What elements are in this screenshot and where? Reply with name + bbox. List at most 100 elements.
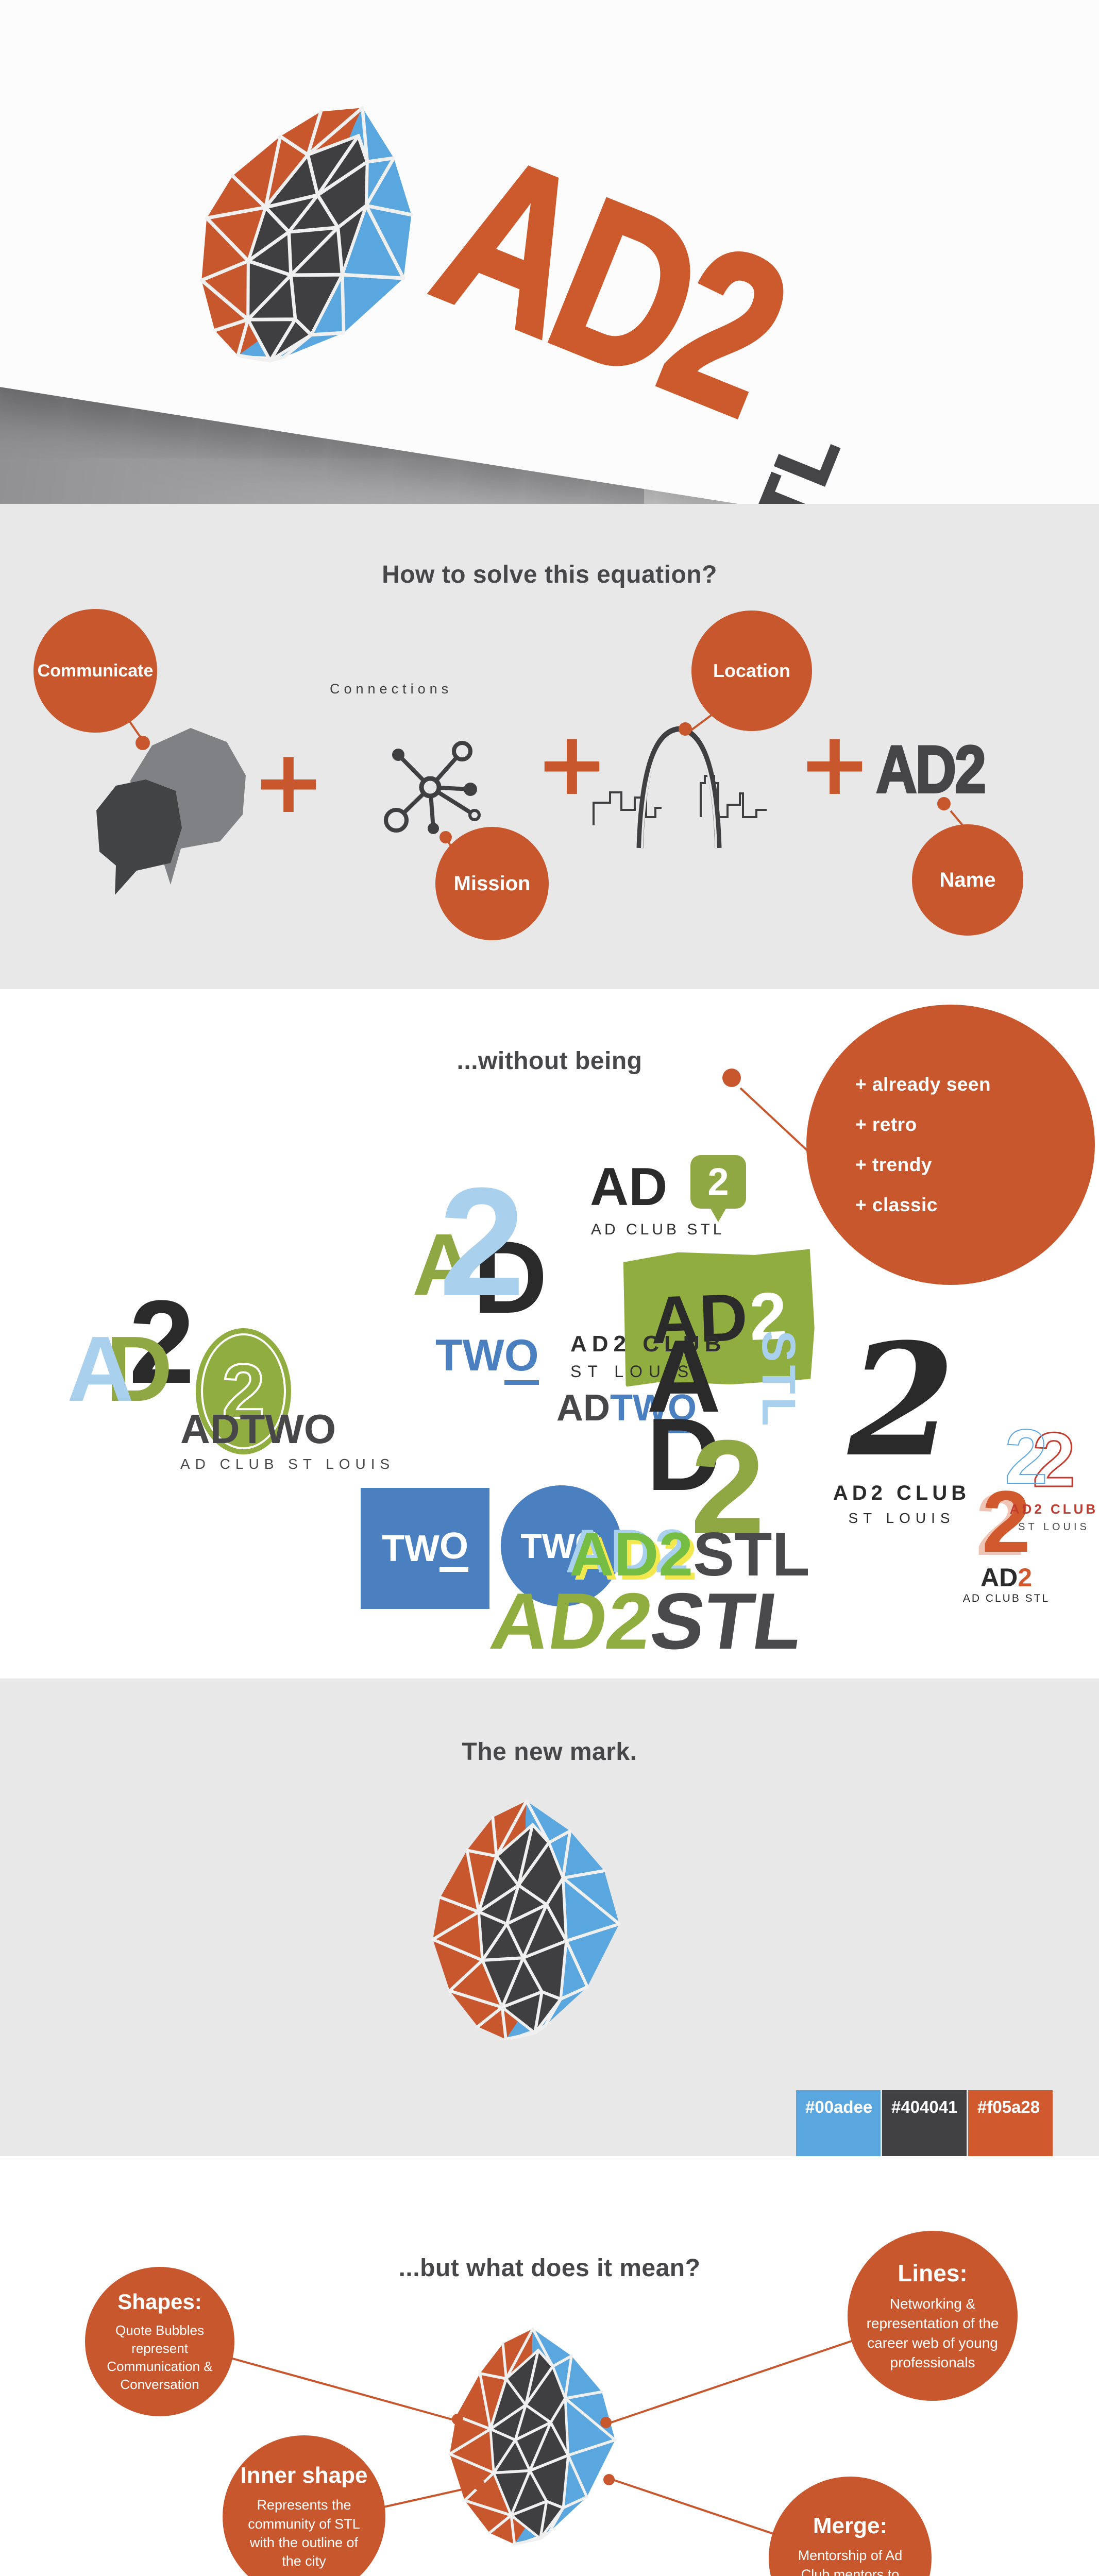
callout-title: Merge: (813, 2513, 888, 2539)
concept-letter: A (412, 1216, 476, 1314)
callout-body: Mentorship of Ad Club mentors to AD2 men… (798, 2548, 903, 2576)
concept-letter: A (647, 1319, 721, 1434)
concept-sub: ST LOUIS (570, 1362, 695, 1381)
connector-dot (603, 2474, 615, 2485)
avoid-list-circle: + already seen + retro + trendy + classi… (806, 1005, 1095, 1285)
concept-letter: 2 (1004, 1413, 1048, 1500)
concept-letter: AD2 (569, 1520, 694, 1589)
concept-letter: A (67, 1317, 134, 1421)
concept-sub: AD CLUB ST LOUIS (180, 1456, 395, 1472)
concept-orange2: 2 AD2 AD CLUB STL (962, 1478, 1050, 1617)
quote-bubbles-icon (75, 714, 265, 914)
meaning-heading: ...but what does it mean? (398, 2255, 701, 2282)
concept-sub: AD CLUB STL (591, 1221, 725, 1238)
concept-two-square: TW O (361, 1488, 489, 1609)
communicate-circle: Communicate (33, 609, 157, 733)
connector-line (611, 2478, 773, 2535)
callout-shapes: Shapes: Quote Bubbles represent Communic… (85, 2267, 234, 2416)
concept-letter: O (439, 1525, 468, 1572)
mission-circle: Mission (435, 827, 549, 940)
concept-sub: AD2 CLUB (1009, 1501, 1098, 1517)
concept-letter: TW (435, 1331, 504, 1380)
new-mark-section: The new mark. #00adee #404041 #f05a28 (0, 1679, 1099, 2156)
concept-letter: O (667, 1387, 697, 1433)
meaning-section: ...but what does it mean? Shapes: Quote … (0, 2156, 1099, 2576)
color-swatch-orange: #f05a28 (968, 2090, 1053, 2156)
connector-line (739, 1087, 817, 1159)
concept-letter: 2 (1032, 1416, 1076, 1503)
concept-letter: TW (610, 1387, 668, 1429)
gem-mark-icon (422, 1798, 629, 2040)
connector-dot (452, 2414, 463, 2425)
concept-letter: 2 (848, 1309, 956, 1491)
connections-label: Connections (330, 681, 453, 697)
callout-body: Represents the community of STL with the… (248, 2497, 360, 2569)
equation-ad2-text: AD2 (875, 731, 987, 808)
connector-dot (722, 1069, 741, 1087)
concept-letter: AD2 (485, 1577, 658, 1666)
callout-lines: Lines: Networking & representation of th… (848, 2231, 1018, 2401)
concept-letter: AD (556, 1387, 610, 1429)
concept-letter: STL (693, 1520, 810, 1589)
connector-line (230, 2357, 458, 2422)
plus-icon: + (535, 713, 609, 815)
callout-title: Shapes: (117, 2289, 202, 2314)
equation-section: How to solve this equation? Communicate … (0, 504, 1099, 989)
concept-sub: ST LOUIS (848, 1510, 955, 1526)
connector-dot (474, 2479, 485, 2490)
concept-letter: O (574, 1523, 602, 1568)
concept-sub: AD2 CLUB (570, 1331, 726, 1357)
concept-multicolor: AD2STL (569, 1519, 810, 1589)
hero-photo-mockup: AD2 STL (0, 0, 1099, 504)
avoid-item: + trendy (855, 1154, 932, 1175)
concept-two-club: TWO AD2 CLUB ST LOUIS (435, 1330, 745, 1397)
concept-letter: D (647, 1397, 721, 1512)
speech-bubble-2: 2 (690, 1155, 746, 1222)
gateway-arch-icon (593, 716, 768, 850)
callout-body: Networking & representation of the caree… (866, 2296, 999, 2370)
avoid-item: + retro (855, 1114, 917, 1135)
concept-sub: AD2 CLUB (833, 1482, 971, 1504)
plus-icon: + (798, 713, 872, 815)
concept-letter: O (504, 1331, 539, 1385)
concept-letter: D (106, 1317, 173, 1421)
concept-adtwo-blue: ADTWO (556, 1387, 752, 1433)
concept-letter: 2 (129, 1276, 195, 1408)
plus-icon: + (251, 731, 326, 833)
color-swatch-dark: #404041 (882, 2090, 967, 2156)
connector-dot (937, 797, 951, 810)
concept-ad-stl-2: A D STL 2 (647, 1319, 805, 1562)
color-swatch-blue: #00adee (796, 2090, 881, 2156)
concept-two-circle: TW O (501, 1485, 622, 1606)
concept-outline2: 2 2 AD2 CLUB ST LOUIS (1004, 1417, 1099, 1550)
location-circle: Location (691, 611, 812, 731)
avoid-item: + classic (855, 1194, 938, 1215)
without-being-section: ...without being + already seen + retro … (0, 989, 1099, 1679)
concept-letter: AD (590, 1157, 668, 1217)
concept-green-circle2: 2 (196, 1328, 291, 1454)
without-heading: ...without being (456, 1047, 643, 1075)
concept-ad-bubble2: AD 2 AD CLUB STL (590, 1155, 775, 1274)
concept-letter: ADTWO (180, 1406, 336, 1452)
name-circle: Name (912, 824, 1023, 936)
concept-adtwo: ADTWO AD CLUB ST LOUIS (180, 1405, 397, 1472)
concept-letter: 2 (439, 1155, 525, 1328)
connector-dot (600, 2417, 612, 2428)
concept-letter: 2 (690, 1413, 765, 1562)
concept-a2d-big: A D 2 (412, 1164, 551, 1366)
concept-letter: D (473, 1220, 548, 1335)
connector-line (607, 2340, 853, 2425)
callout-title: Lines: (898, 2260, 968, 2287)
equation-heading: How to solve this equation? (382, 561, 717, 588)
concept-letter: TW (382, 1528, 439, 1569)
callout-inner-shape: Inner shape Represents the community of … (223, 2435, 385, 2576)
callout-body: Quote Bubbles represent Communication & … (107, 2322, 213, 2393)
callout-merge: Merge: Mentorship of Ad Club mentors to … (769, 2477, 932, 2576)
callout-title: Inner shape (240, 2463, 368, 2488)
concept-letter: 2 (1018, 1563, 1033, 1592)
concept-sub: ST LOUIS (1018, 1521, 1090, 1533)
concept-script2: 2 AD2 CLUB ST LOUIS (824, 1323, 979, 1560)
gem-mark-icon (441, 2326, 623, 2545)
concept-ad2-overlap: 2 D A (67, 1283, 206, 1437)
